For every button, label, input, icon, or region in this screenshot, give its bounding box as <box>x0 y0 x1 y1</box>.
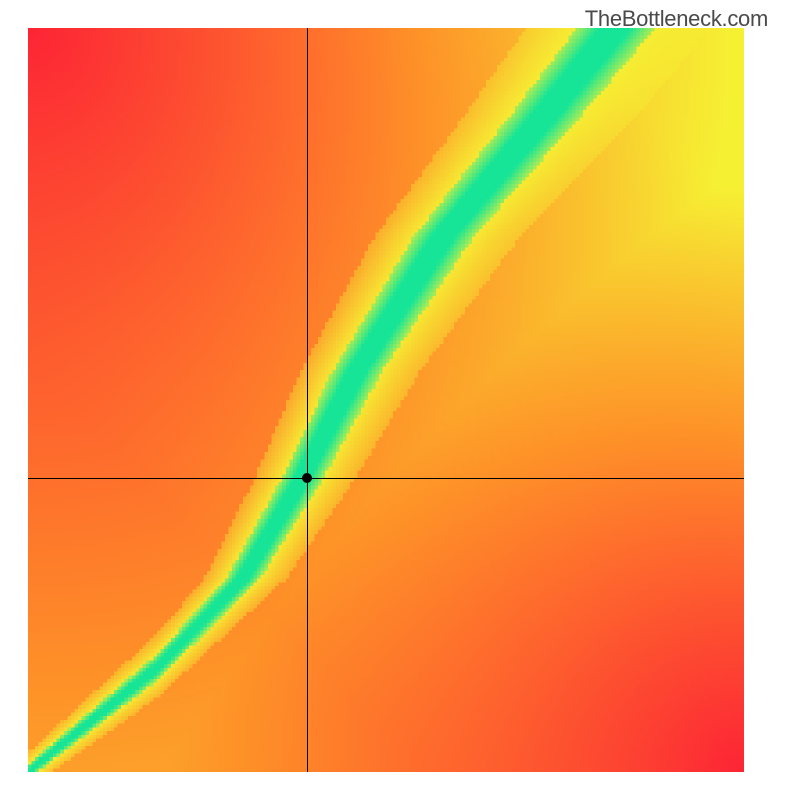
crosshair-vertical <box>307 28 308 772</box>
watermark-text: TheBottleneck.com <box>585 6 768 32</box>
marker-dot <box>302 473 312 483</box>
chart-container: TheBottleneck.com <box>0 0 800 800</box>
heatmap-plot <box>28 28 744 772</box>
heatmap-canvas <box>28 28 744 772</box>
crosshair-horizontal <box>28 478 744 479</box>
